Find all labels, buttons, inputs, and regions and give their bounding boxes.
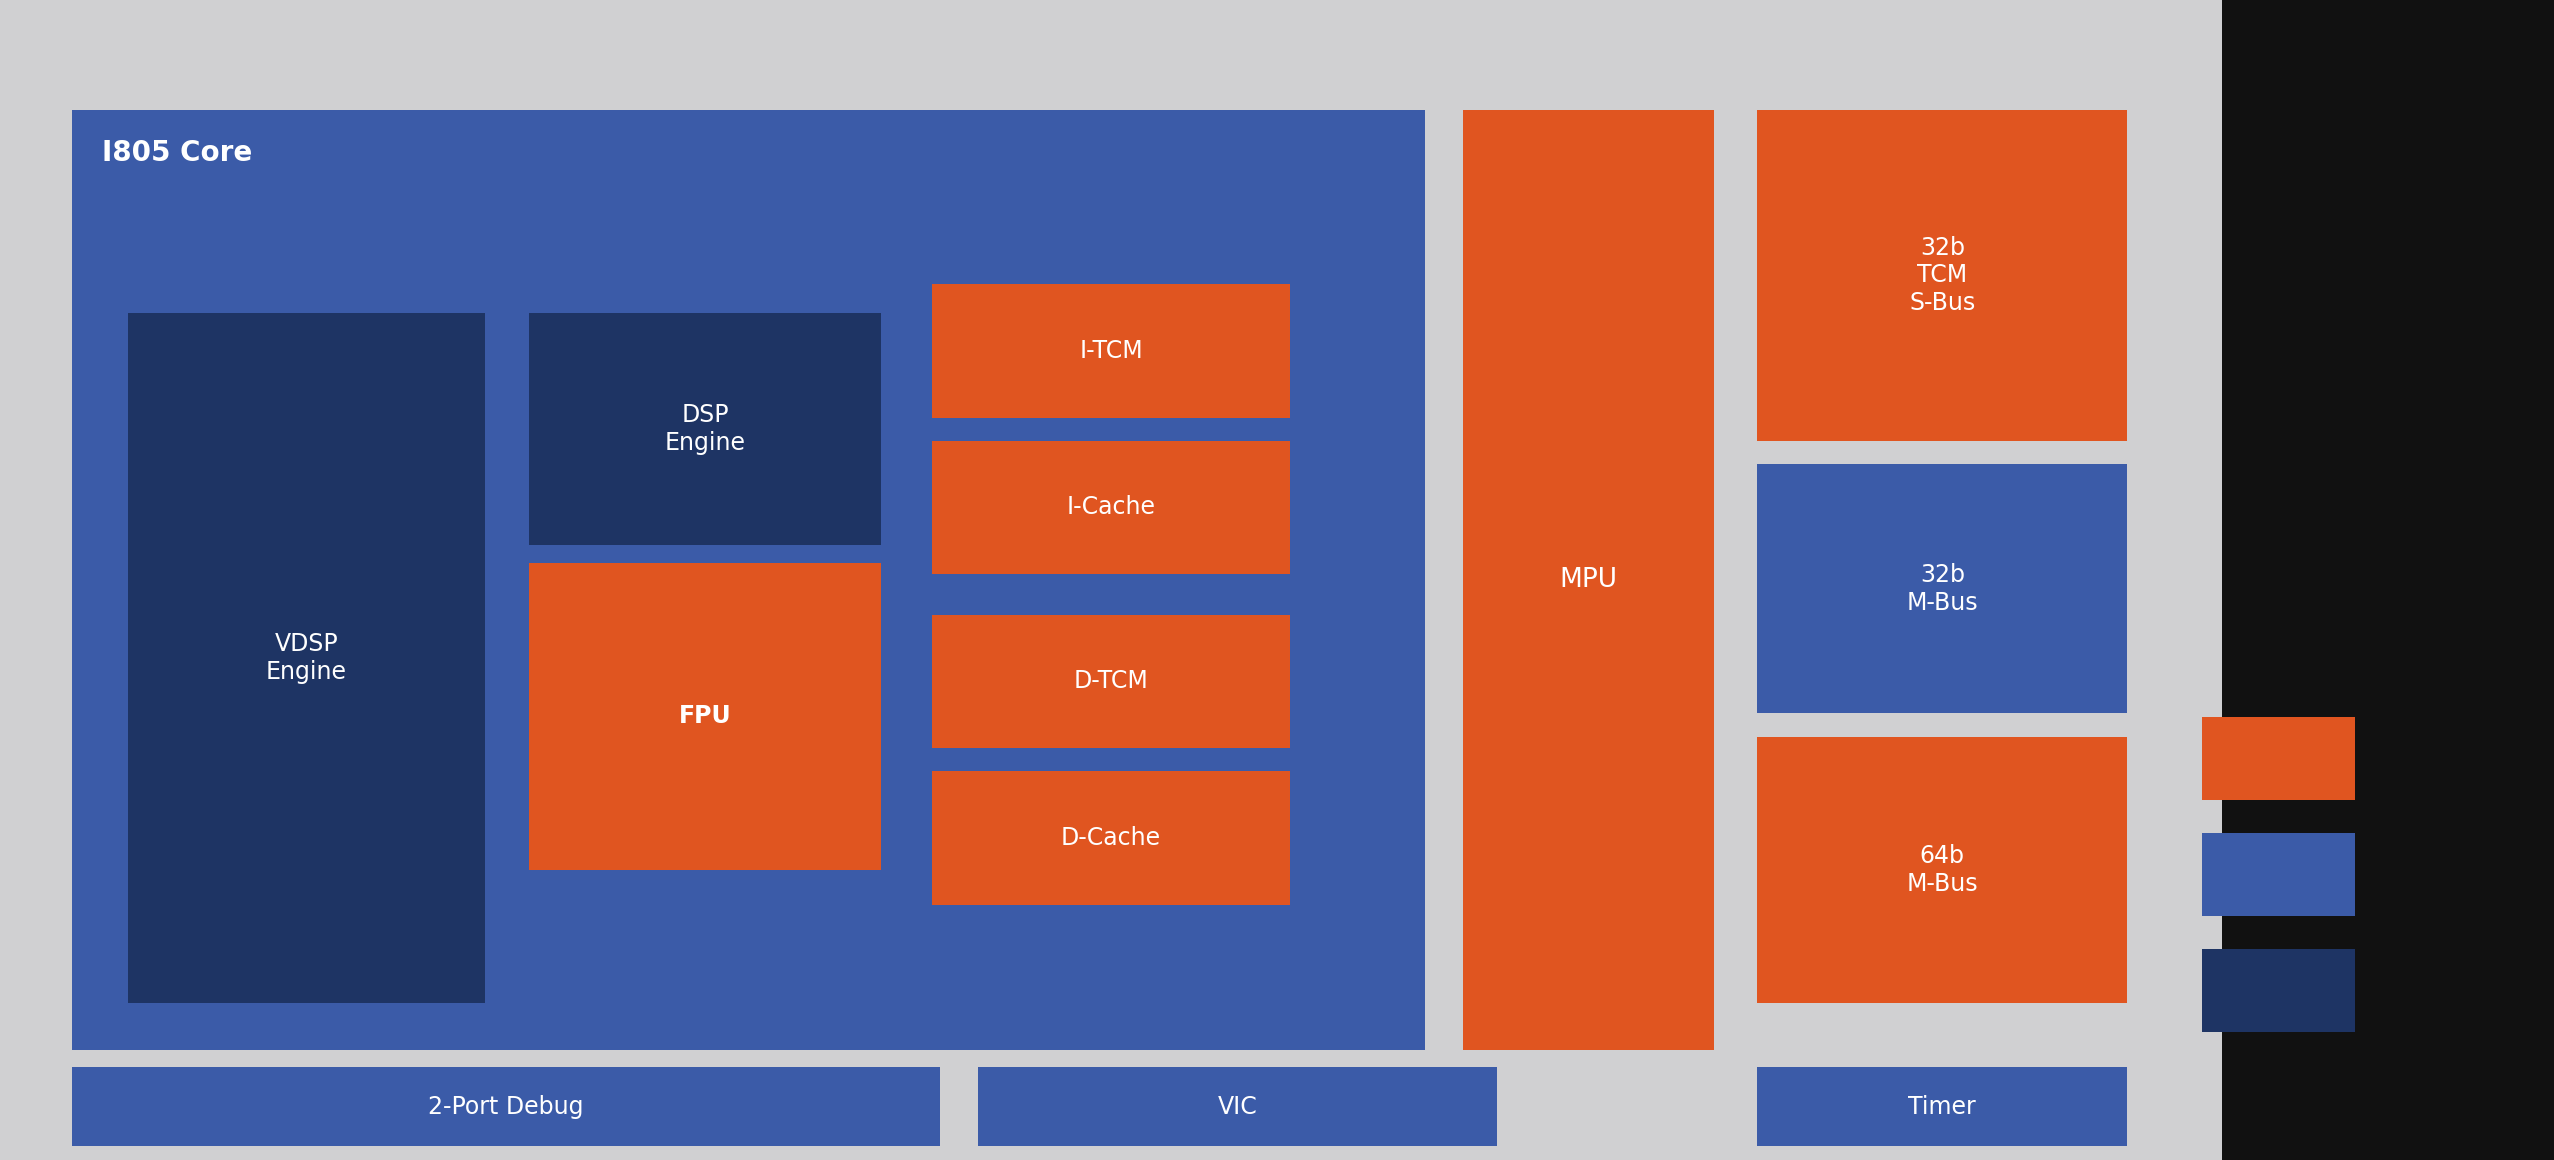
FancyBboxPatch shape (1757, 737, 2127, 1003)
FancyBboxPatch shape (2202, 717, 2355, 800)
Text: VDSP
Engine: VDSP Engine (266, 632, 347, 684)
FancyBboxPatch shape (932, 771, 1290, 905)
FancyBboxPatch shape (932, 615, 1290, 748)
FancyBboxPatch shape (978, 1067, 1497, 1146)
FancyBboxPatch shape (2222, 0, 2554, 1160)
Text: I-TCM: I-TCM (1080, 339, 1142, 363)
Text: D-TCM: D-TCM (1073, 669, 1149, 694)
Text: 32b
M-Bus: 32b M-Bus (1905, 563, 1979, 615)
Text: Timer: Timer (1908, 1095, 1977, 1118)
FancyBboxPatch shape (529, 563, 881, 870)
Text: MPU: MPU (1560, 567, 1617, 593)
FancyBboxPatch shape (2202, 833, 2355, 916)
FancyBboxPatch shape (1463, 110, 1714, 1050)
Text: I-Cache: I-Cache (1068, 495, 1154, 520)
FancyBboxPatch shape (72, 110, 1425, 1050)
FancyBboxPatch shape (1757, 464, 2127, 713)
Text: 64b
M-Bus: 64b M-Bus (1905, 844, 1979, 896)
Text: VIC: VIC (1218, 1095, 1257, 1118)
FancyBboxPatch shape (932, 284, 1290, 418)
Text: 2-Port Debug: 2-Port Debug (429, 1095, 582, 1118)
Text: 32b
TCM
S-Bus: 32b TCM S-Bus (1910, 235, 1974, 316)
FancyBboxPatch shape (128, 313, 485, 1003)
Text: D-Cache: D-Cache (1060, 826, 1162, 850)
FancyBboxPatch shape (72, 1067, 940, 1146)
Text: FPU: FPU (679, 704, 730, 728)
FancyBboxPatch shape (1757, 110, 2127, 441)
Text: I805 Core: I805 Core (102, 139, 253, 167)
FancyBboxPatch shape (1757, 1067, 2127, 1146)
FancyBboxPatch shape (2202, 949, 2355, 1032)
FancyBboxPatch shape (932, 441, 1290, 574)
FancyBboxPatch shape (529, 313, 881, 545)
Text: DSP
Engine: DSP Engine (664, 404, 746, 455)
